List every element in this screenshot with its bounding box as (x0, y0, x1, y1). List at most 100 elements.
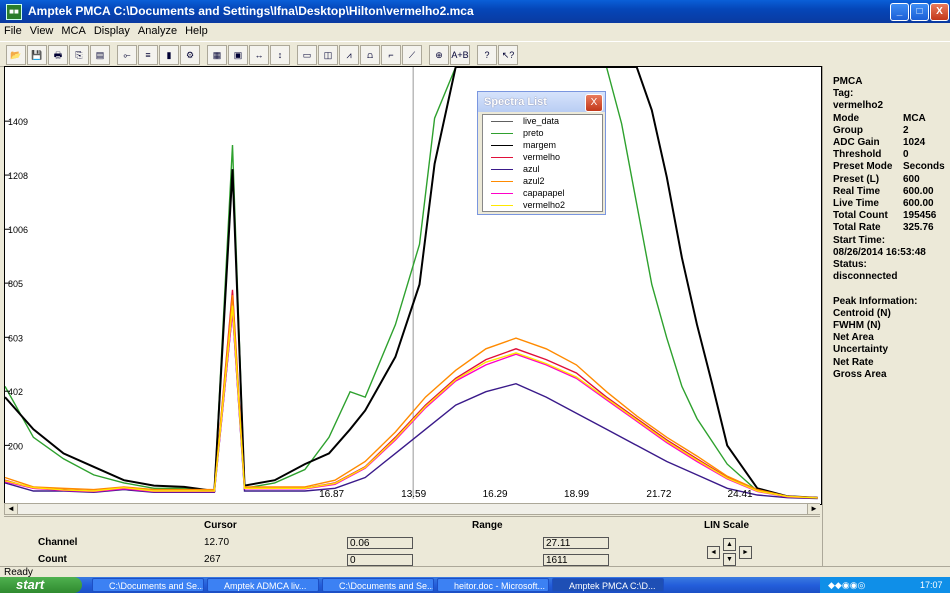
y-tick-label: 1006 (8, 225, 28, 235)
range-channel-max-field[interactable]: 27.11 (543, 537, 609, 549)
info-row: Net Area (833, 332, 950, 344)
spectra-list-item[interactable]: azul2 (483, 175, 602, 187)
expand-v-icon[interactable]: ↕ (270, 45, 290, 65)
taskbar-item[interactable]: C:\Documents and Se... (92, 578, 204, 592)
series-line-azul (5, 311, 818, 498)
spectra-list-item[interactable]: vermelho2 (483, 199, 602, 211)
whatsthis-icon[interactable]: ↖? (498, 45, 518, 65)
range-channel-min-field[interactable]: 0.06 (347, 537, 413, 549)
sum-icon[interactable]: A+B (450, 45, 470, 65)
spectra-list-close-button[interactable]: X (585, 94, 603, 112)
info-key: Uncertainty (833, 344, 888, 355)
start-button[interactable]: start (0, 577, 82, 593)
report-icon[interactable]: ▤ (90, 45, 110, 65)
maximize-button[interactable]: □ (910, 3, 929, 21)
scale-right-arrow-icon[interactable]: ► (739, 546, 752, 559)
expand-h-icon[interactable]: ↔ (249, 45, 269, 65)
peaks-icon[interactable]: ⩘ (339, 45, 359, 65)
series-label: vermelho2 (523, 199, 565, 211)
spectra-list-item[interactable]: margem (483, 139, 602, 151)
roi-icon[interactable]: ⩍ (360, 45, 380, 65)
taskbar-item[interactable]: Amptek ADMCA liv... (207, 578, 319, 592)
y-tick-label: 603 (8, 333, 23, 343)
info-key: Real Time (833, 186, 880, 197)
menu-mca[interactable]: MCA (57, 23, 89, 37)
copy-icon[interactable]: ⎘ (69, 45, 89, 65)
connect-icon[interactable]: ⟜ (117, 45, 137, 65)
scroll-left-arrow-icon[interactable]: ◄ (5, 504, 18, 514)
battery-icon[interactable]: ▮ (159, 45, 179, 65)
spectra-list-item[interactable]: vermelho (483, 151, 602, 163)
info-row: Gross Area (833, 369, 950, 381)
scale-down-arrow-icon[interactable]: ▼ (723, 553, 736, 566)
settings-icon[interactable]: ⚙ (180, 45, 200, 65)
acquire-icon[interactable]: ≡ (138, 45, 158, 65)
scale-up-arrow-icon[interactable]: ▲ (723, 538, 736, 551)
spectra-list-window[interactable]: Spectra List X live_data preto margem verme… (477, 91, 606, 215)
compare-icon[interactable]: ◫ (318, 45, 338, 65)
info-value: 600.00 (903, 198, 934, 209)
info-row (833, 283, 950, 295)
taskbar-item-active[interactable]: Amptek PMCA C:\D... (552, 578, 664, 592)
info-row: Preset (L) 600 (833, 174, 950, 186)
info-key: vermelho2 (833, 100, 883, 111)
info-key: Net Area (833, 332, 874, 343)
info-key: Mode (833, 113, 859, 124)
title-bar: ■■ Amptek PMCA C:\Documents and Settings… (0, 0, 950, 23)
menu-analyze[interactable]: Analyze (134, 23, 181, 37)
info-row: Net Rate (833, 357, 950, 369)
window-icon[interactable]: ▣ (228, 45, 248, 65)
scale-header[interactable]: LIN Scale (704, 520, 749, 531)
menu-display[interactable]: Display (90, 23, 134, 37)
lin-icon[interactable]: ⟋ (402, 45, 422, 65)
info-key: Gross Area (833, 369, 887, 380)
zoom-box-icon[interactable]: ▭ (297, 45, 317, 65)
taskbar: start C:\Documents and Se... Amptek ADMC… (0, 577, 950, 593)
view-icon[interactable]: ▦ (207, 45, 227, 65)
x-tick-label: 18.99 (564, 489, 589, 500)
info-row: Uncertainty (833, 344, 950, 356)
info-key: Total Count (833, 210, 888, 221)
save-icon[interactable]: 💾 (27, 45, 47, 65)
toolbar: 📂 💾 🖶 ⎘ ▤ ⟜ ≡ ▮ ⚙ ▦ ▣ ↔ ↕ ▭ ◫ ⩘ ⩍ ⌐ ⟋ ⊕ A+B? ↖? (0, 41, 950, 67)
info-key: Threshold (833, 149, 881, 160)
taskbar-item[interactable]: heitor.doc - Microsoft... (437, 578, 549, 592)
info-row: Status: (833, 259, 950, 271)
spectra-list-item[interactable]: preto (483, 127, 602, 139)
horizontal-scrollbar[interactable]: ◄ ► (4, 503, 820, 515)
spectra-list-item[interactable]: live_data (483, 115, 602, 127)
close-button[interactable]: X (930, 3, 949, 21)
minimize-button[interactable]: _ (890, 3, 909, 21)
open-icon[interactable]: 📂 (6, 45, 26, 65)
spectra-list-item[interactable]: azul (483, 163, 602, 175)
info-key: Live Time (833, 198, 879, 209)
help-icon[interactable]: ? (477, 45, 497, 65)
y-tick-label: 200 (8, 441, 23, 451)
y-tick-label: 805 (8, 279, 23, 289)
spectra-list-item[interactable]: capapapel (483, 187, 602, 199)
system-tray: ◆◆◉◉◎ 17:07 (820, 577, 950, 593)
taskbar-item[interactable]: C:\Documents and Se... (322, 578, 434, 592)
y-tick-label: 1208 (8, 171, 28, 181)
info-key: Start Time: (833, 235, 885, 246)
info-value: MCA (903, 113, 926, 124)
info-value: 600.00 (903, 186, 934, 197)
menu-view[interactable]: View (26, 23, 58, 37)
print-icon[interactable]: 🖶 (48, 45, 68, 65)
range-count-min-field[interactable]: 0 (347, 554, 413, 566)
zoom-icon[interactable]: ⊕ (429, 45, 449, 65)
cursor-header: Cursor (204, 520, 237, 531)
spectrum-plot[interactable]: 1409 1208 1006 805 603 402 200 16.87 13.59 16.29 1… (4, 66, 822, 505)
scroll-right-arrow-icon[interactable]: ► (807, 504, 820, 514)
info-value: Seconds (903, 161, 945, 172)
cursor-range-panel: Cursor Range LIN Scale Channel Count 12.… (4, 516, 820, 567)
log-icon[interactable]: ⌐ (381, 45, 401, 65)
range-count-max-field[interactable]: 1611 (543, 554, 609, 566)
menu-help[interactable]: Help (181, 23, 212, 37)
series-line-preto (5, 67, 818, 498)
info-key: ADC Gain (833, 137, 880, 148)
scale-left-arrow-icon[interactable]: ◄ (707, 546, 720, 559)
x-tick-label: 13.59 (401, 489, 426, 500)
series-label: margem (523, 139, 556, 151)
menu-file[interactable]: File (0, 23, 26, 37)
